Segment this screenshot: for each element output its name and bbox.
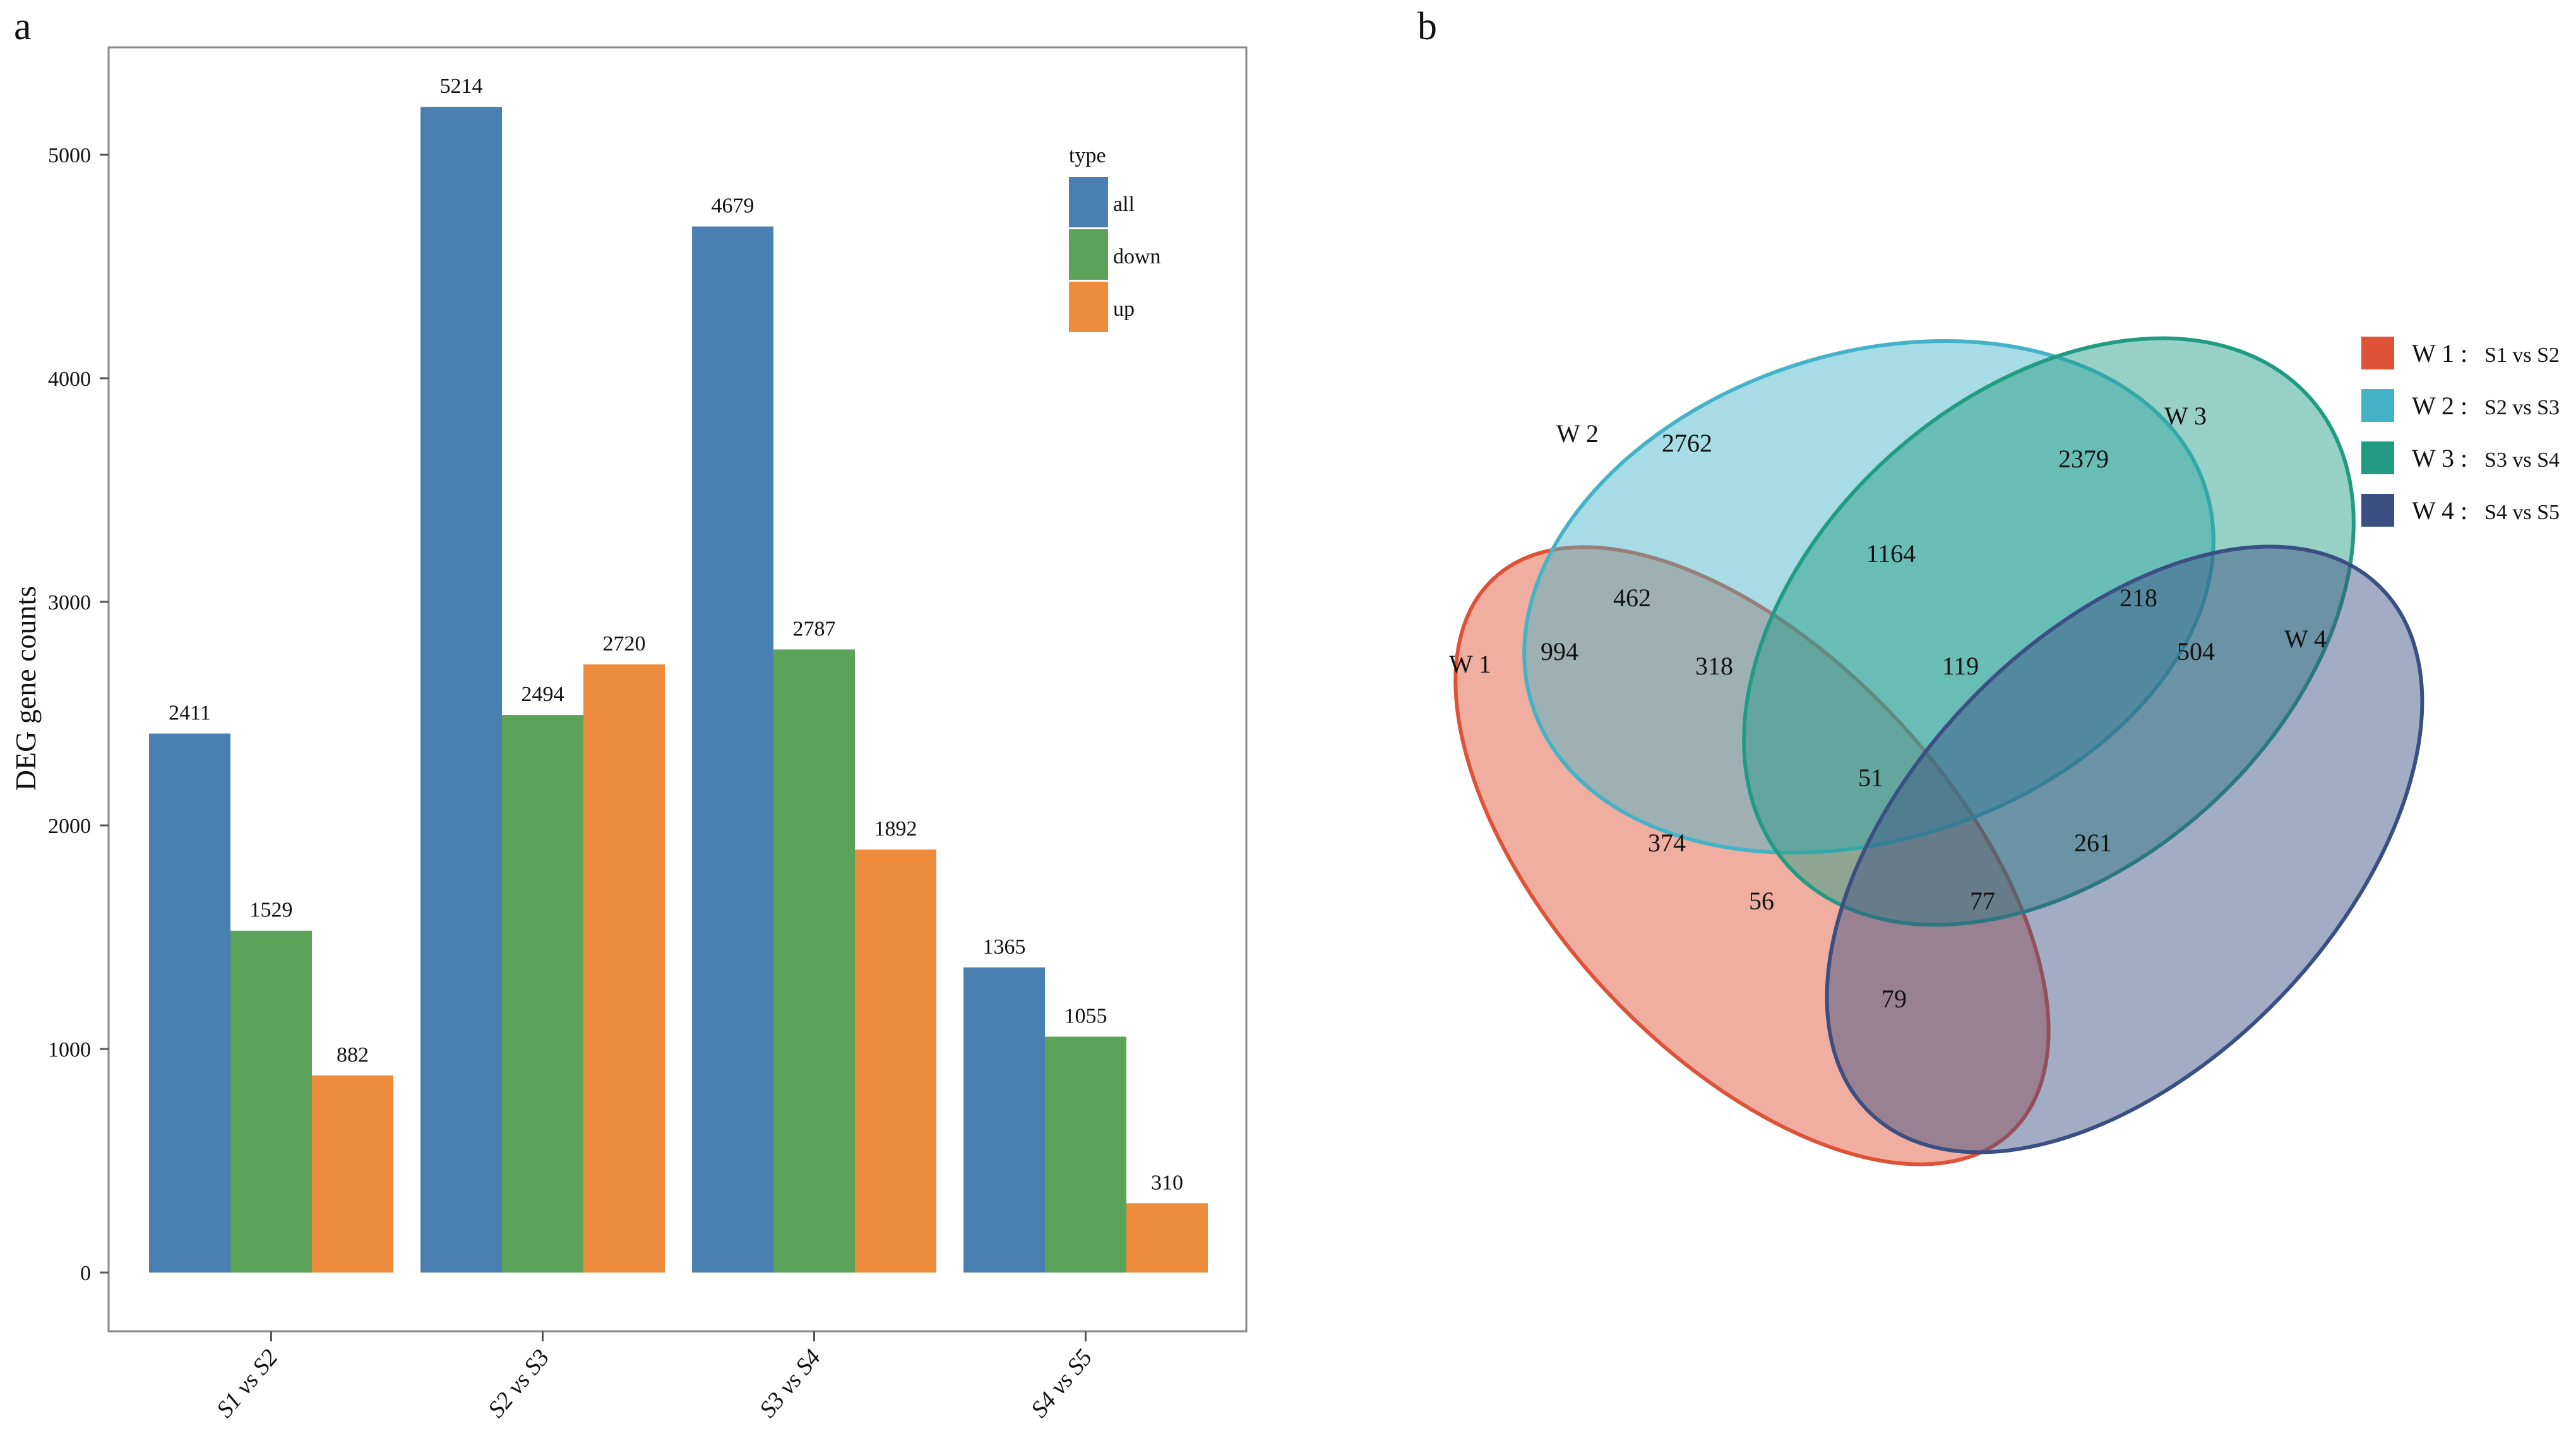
venn-legend-key: W 4 : <box>2412 496 2467 525</box>
bar-down-3 <box>773 649 855 1273</box>
venn-set-label-w1: W 1 <box>1449 650 1491 678</box>
data-label: 1892 <box>874 817 917 841</box>
data-label: 2720 <box>603 632 646 656</box>
bar-all-1 <box>149 733 230 1273</box>
x-tick-label: S2 vs S3 <box>483 1345 555 1423</box>
venn-ellipse-w2 <box>1522 339 2215 854</box>
venn-set-label-w2: W 2 <box>1556 419 1599 448</box>
venn-region-count: 1164 <box>1866 539 1916 568</box>
venn-region-counts: 994 2762 2379 504 1164 462 218 318 119 51 374 261 56… <box>1541 429 2215 1013</box>
data-label: 882 <box>337 1043 369 1067</box>
venn-ellipse-w4 <box>1825 544 2424 1154</box>
data-label: 2494 <box>522 683 564 706</box>
bar-down-4 <box>1045 1036 1126 1273</box>
legend-label-all: all <box>1113 193 1135 216</box>
legend: type all down up <box>1069 144 1161 332</box>
y-tick-label: 2000 <box>48 815 91 838</box>
data-label: 1055 <box>1064 1005 1107 1028</box>
venn-legend-swatch-w1 <box>2361 337 2394 369</box>
legend-title: type <box>1069 144 1106 167</box>
venn-legend-swatch-w3 <box>2361 441 2394 474</box>
y-axis: 0 1000 2000 3000 4000 5000 <box>48 144 109 1285</box>
y-axis-title: DEG gene counts <box>9 586 42 791</box>
venn-region-count: 77 <box>1970 887 1995 915</box>
venn-set-labels: W 1 W 2 W 3 W 4 <box>1449 402 2327 678</box>
venn-region-count: 119 <box>1942 652 1979 680</box>
panel-label-b: b <box>1417 5 1437 48</box>
venn-ellipse-w1 <box>1453 545 2051 1166</box>
bar-down-2 <box>502 715 583 1273</box>
venn-diagram: W 1 W 2 W 3 W 4 994 2762 2379 504 1164 462 218 318… <box>1449 336 2560 1166</box>
bar-down-1 <box>230 930 312 1273</box>
venn-set-label-w3: W 3 <box>2164 402 2207 430</box>
bar-series <box>149 107 1208 1273</box>
venn-region-count: 318 <box>1695 652 1733 680</box>
venn-region-count: 2379 <box>2058 445 2109 473</box>
venn-legend-swatch-w4 <box>2361 494 2394 527</box>
legend-key-down <box>1069 229 1108 280</box>
data-label: 1529 <box>250 899 293 922</box>
venn-region-count: 218 <box>2120 584 2157 612</box>
legend-label-down: down <box>1113 245 1161 268</box>
x-axis: S1 vs S2 S2 vs S3 S3 vs S4 S4 vs S5 <box>212 1331 1098 1423</box>
venn-region-count: 79 <box>1881 985 1907 1013</box>
y-tick-label: 0 <box>80 1262 91 1285</box>
venn-region-count: 2762 <box>1662 429 1712 457</box>
venn-legend-key: W 3 : <box>2412 444 2467 472</box>
x-tick-label: S3 vs S4 <box>754 1345 826 1423</box>
y-tick-label: 1000 <box>48 1038 91 1062</box>
bar-all-2 <box>420 107 502 1273</box>
venn-region-count: 462 <box>1613 584 1651 612</box>
venn-legend: W 1 : S1 vs S2 W 2 : S2 vs S3 W 3 : S3 vs S4 W… <box>2361 337 2560 527</box>
y-tick-label: 4000 <box>48 368 91 391</box>
legend-key-up <box>1069 282 1108 332</box>
legend-key-all <box>1069 177 1108 227</box>
x-tick-label: S1 vs S2 <box>212 1345 283 1423</box>
panel-label-a: a <box>14 5 32 48</box>
venn-region-count: 261 <box>2074 829 2112 857</box>
venn-region-count: 994 <box>1541 637 1578 666</box>
bar-up-4 <box>1126 1203 1208 1273</box>
bar-all-3 <box>692 226 773 1273</box>
venn-region-count: 56 <box>1749 887 1774 915</box>
data-labels: 2411 1529 882 5214 2494 2720 4679 2787 1892 1365 1… <box>169 75 1183 1194</box>
venn-legend-desc: S3 vs S4 <box>2484 448 2560 472</box>
data-label: 4679 <box>712 195 754 218</box>
bar-all-4 <box>963 967 1045 1273</box>
venn-ellipses <box>1453 336 2424 1166</box>
y-tick-label: 3000 <box>48 591 91 614</box>
venn-region-count: 504 <box>2177 637 2215 666</box>
venn-legend-key: W 1 : <box>2412 339 2467 368</box>
data-label: 2787 <box>793 617 836 640</box>
bar-up-1 <box>312 1075 393 1273</box>
venn-legend-desc: S4 vs S5 <box>2484 501 2560 524</box>
venn-legend-desc: S2 vs S3 <box>2484 396 2560 419</box>
data-label: 1365 <box>983 935 1026 959</box>
venn-set-label-w4: W 4 <box>2284 625 2327 653</box>
bar-up-2 <box>583 664 665 1273</box>
venn-legend-swatch-w2 <box>2361 389 2394 422</box>
data-label: 2411 <box>169 702 211 725</box>
venn-legend-key: W 2 : <box>2412 392 2467 420</box>
venn-region-count: 374 <box>1648 829 1686 857</box>
legend-label-up: up <box>1113 297 1135 321</box>
x-tick-label: S4 vs S5 <box>1026 1345 1098 1423</box>
venn-region-count: 51 <box>1858 764 1883 792</box>
venn-legend-desc: S1 vs S2 <box>2484 344 2560 367</box>
bar-up-3 <box>855 849 936 1273</box>
y-tick-label: 5000 <box>48 144 91 167</box>
bar-chart: 0 1000 2000 3000 4000 5000 2411 1529 882 5214 249… <box>9 46 1248 1423</box>
data-label: 310 <box>1151 1171 1183 1194</box>
data-label: 5214 <box>440 75 483 98</box>
